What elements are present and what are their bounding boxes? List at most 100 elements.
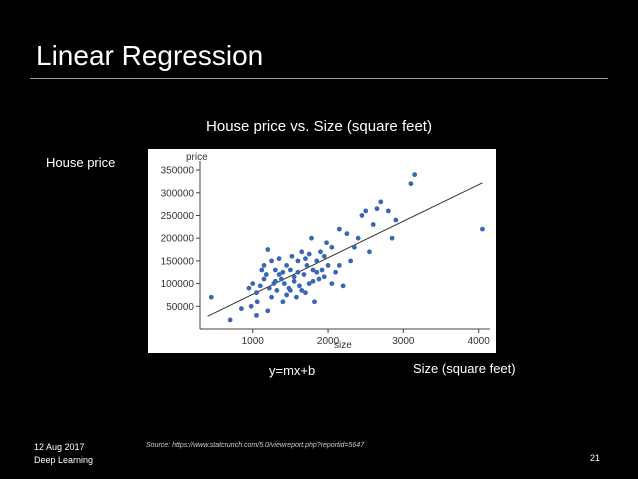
data-point [287, 267, 293, 273]
x-tick-label: 2000 [317, 336, 340, 347]
data-point [248, 303, 254, 309]
chart-heading: House price vs. Size (square feet) [206, 118, 432, 135]
data-point [393, 217, 399, 223]
data-point [272, 278, 278, 284]
data-point [480, 226, 485, 232]
x-axis-caption: Size (square feet) [413, 361, 516, 376]
data-point [291, 274, 297, 280]
data-point [352, 244, 357, 250]
data-point [310, 278, 316, 284]
data-point [265, 247, 271, 252]
data-point [355, 235, 361, 241]
data-point [370, 222, 376, 227]
data-point [378, 199, 384, 205]
data-point [284, 292, 290, 298]
data-point [333, 269, 338, 275]
data-point [306, 281, 312, 286]
data-point [294, 294, 299, 300]
footer-subtitle: Deep Learning [34, 455, 94, 465]
data-point [254, 290, 259, 296]
data-point [261, 276, 267, 282]
data-point [263, 272, 269, 277]
data-point [408, 181, 414, 187]
data-point [289, 253, 295, 259]
data-point [227, 317, 233, 323]
data-point [254, 312, 259, 318]
scatter-plot-svg: 50000 100000 150000 200000 250000 300000 35000… [161, 152, 491, 351]
y-tick-label: 250000 [161, 211, 195, 222]
data-point [250, 281, 256, 286]
x-axis-label: size [334, 340, 352, 351]
y-axis-caption: House price [46, 155, 116, 170]
data-point [287, 288, 293, 293]
data-point [329, 281, 335, 286]
data-point [314, 269, 320, 275]
data-point [412, 172, 418, 178]
x-tick-label: 1000 [242, 336, 265, 347]
data-point [301, 272, 307, 277]
data-point [309, 235, 314, 241]
regression-line [207, 182, 483, 317]
data-point [261, 263, 267, 268]
data-point [374, 206, 380, 212]
data-point [321, 253, 327, 259]
data-point [295, 269, 301, 275]
data-point [208, 294, 214, 300]
data-point [299, 249, 305, 255]
data-point [303, 256, 308, 262]
data-point [257, 283, 263, 289]
data-point [272, 267, 278, 273]
slide-title: Linear Regression [36, 40, 264, 71]
data-point [291, 278, 297, 284]
data-point [310, 267, 316, 273]
data-point [348, 258, 354, 264]
data-point [329, 244, 335, 250]
footer-date: 12 Aug 2017 [34, 442, 85, 452]
data-point [266, 285, 272, 291]
page-number: 21 [590, 453, 601, 463]
x-tick-label: 3000 [392, 336, 415, 347]
data-point [299, 288, 305, 293]
y-tick-label: 50000 [166, 302, 194, 313]
data-point [269, 294, 274, 300]
data-point [340, 283, 346, 289]
data-point [389, 235, 395, 241]
data-point [325, 263, 331, 268]
data-point [281, 281, 287, 286]
data-point [280, 299, 286, 305]
data-point [316, 276, 322, 282]
data-point [344, 231, 350, 237]
data-point [274, 288, 280, 293]
data-point [363, 208, 369, 214]
data-point [304, 263, 310, 268]
data-point [276, 272, 282, 277]
data-point [306, 251, 312, 257]
data-point [314, 258, 320, 264]
data-point [312, 299, 317, 305]
data-point [367, 249, 372, 255]
data-point [321, 274, 327, 280]
data-point [359, 213, 365, 218]
data-point [276, 256, 282, 262]
scatter-plot: 50000 100000 150000 200000 250000 300000 35000… [148, 149, 496, 353]
data-point [259, 267, 265, 273]
title-divider [30, 78, 608, 79]
data-point [265, 308, 271, 314]
data-point [295, 258, 301, 264]
source-citation: Source: https://www.statcrunch.com/5.0/v… [146, 442, 365, 449]
data-point [336, 263, 342, 268]
data-point [385, 208, 391, 214]
data-point [269, 258, 274, 264]
data-point [318, 249, 323, 255]
data-point [239, 306, 244, 311]
y-tick-label: 200000 [161, 234, 195, 245]
y-tick-label: 150000 [161, 256, 195, 267]
data-point [284, 263, 290, 268]
data-point [278, 276, 284, 282]
regression-equation: y=mx+b [269, 363, 316, 378]
y-tick-label: 300000 [161, 188, 195, 199]
data-point [246, 285, 252, 291]
data-point [336, 226, 342, 232]
data-point [324, 240, 329, 246]
data-point [319, 267, 325, 273]
